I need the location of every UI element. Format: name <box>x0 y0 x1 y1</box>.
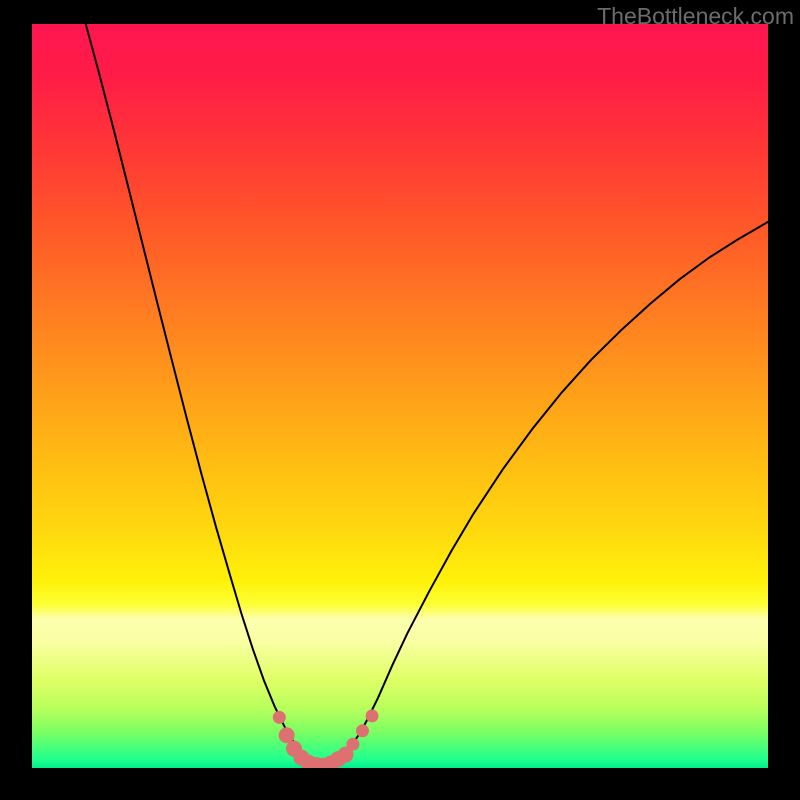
data-marker <box>347 738 359 750</box>
data-marker <box>279 728 294 743</box>
chart-stage: TheBottleneck.com <box>0 0 800 800</box>
data-marker <box>366 710 378 722</box>
data-marker <box>273 711 285 723</box>
plot-background <box>32 24 768 768</box>
watermark-text: TheBottleneck.com <box>597 3 794 30</box>
plot-svg <box>32 24 768 768</box>
data-marker <box>356 725 368 737</box>
plot-area <box>32 24 768 768</box>
